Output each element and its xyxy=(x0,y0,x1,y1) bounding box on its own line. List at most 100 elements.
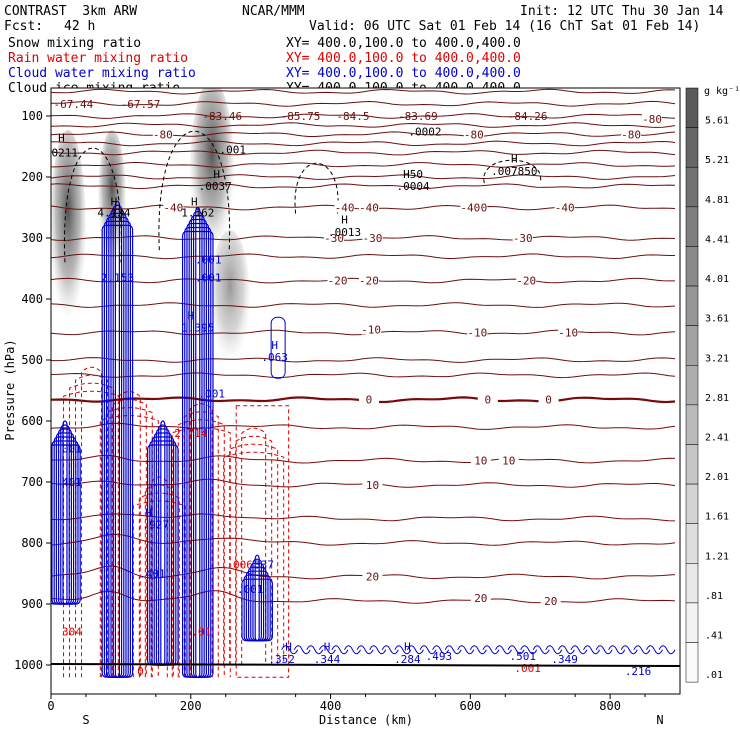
rain-contour xyxy=(105,407,153,678)
rain-contour xyxy=(81,366,103,678)
colorbar-label: .81 xyxy=(705,591,723,602)
isotherm-label: 20 xyxy=(366,571,379,584)
isotherm-label-bg xyxy=(470,453,491,466)
contour-marker: H xyxy=(213,168,220,181)
isotherm xyxy=(51,122,676,129)
contour-marker: H xyxy=(404,641,411,654)
contour-marker: .401 xyxy=(139,568,166,581)
contour-marker: 2.714 xyxy=(174,427,207,440)
rain-contour xyxy=(229,443,279,665)
colorbar-label: 2.01 xyxy=(705,472,729,483)
cloud-water-contour xyxy=(394,645,412,655)
colorbar-swatch xyxy=(685,563,699,604)
cloud-water-contour xyxy=(620,645,638,655)
cloud-water-contour xyxy=(646,645,663,655)
isotherm-label: 10 xyxy=(502,455,515,468)
x-tick-label: 800 xyxy=(599,699,621,713)
snow-plume-4 xyxy=(210,230,250,370)
contour-marker: .063 xyxy=(261,351,288,364)
colorbar-swatch xyxy=(685,206,699,247)
rain-contour xyxy=(241,427,267,665)
colorbar-swatch xyxy=(685,285,699,326)
contour-marker: .493 xyxy=(426,650,453,663)
isotherm xyxy=(51,161,676,168)
isotherm-label: 20 xyxy=(544,595,557,608)
extremum-label: -85.75 xyxy=(281,110,321,123)
contour-marker: H xyxy=(146,507,153,520)
y-axis-label: Pressure (hPa) xyxy=(3,339,17,440)
contour-marker: H xyxy=(191,195,198,208)
isotherm xyxy=(51,174,676,180)
contour-marker: H xyxy=(58,131,65,144)
extremum-label: -83.46 xyxy=(202,110,242,123)
isotherm-label: -20 xyxy=(359,275,379,288)
y-tick-label: 400 xyxy=(21,292,43,306)
contour-marker: .0037 xyxy=(199,180,232,193)
isotherm-label: -40 xyxy=(555,202,575,215)
isotherm-label-bg xyxy=(362,569,383,582)
isotherm-label: 20 xyxy=(474,592,487,605)
forecast-label: Fcst: xyxy=(4,19,44,34)
colorbar-label: 3.21 xyxy=(705,353,729,364)
cloud-water-contour xyxy=(520,645,538,655)
contour-marker: 4.134 xyxy=(97,206,130,219)
colorbar-swatch xyxy=(685,246,699,287)
isotherm-label: -20 xyxy=(516,275,536,288)
colorbar-label: 5.21 xyxy=(705,155,729,166)
contour-marker: H xyxy=(187,309,194,322)
isotherm-label: 0 xyxy=(366,394,373,407)
isotherm-label: -40 xyxy=(460,202,480,215)
rain-contour xyxy=(150,476,168,678)
cloud-water-contour xyxy=(570,645,588,655)
colorbar-label: 2.81 xyxy=(705,393,729,404)
colorbar-swatch xyxy=(685,523,699,564)
rain-contour xyxy=(177,419,225,678)
field-cloudwater-xsec: XY= 400.0,100.0 to 400.0,400.0 xyxy=(286,66,521,81)
cloud-water-contour xyxy=(381,645,399,655)
colorbar-label: 2.41 xyxy=(705,432,729,443)
colorbar-unit: g kg⁻¹ xyxy=(704,86,740,97)
contour-marker: 0 xyxy=(137,665,144,678)
isotherm-label: -30 xyxy=(513,232,533,245)
isotherm-label: -80 xyxy=(642,113,662,126)
x-axis-end-label: N xyxy=(656,713,663,727)
contour-marker: .001 xyxy=(237,583,264,596)
isotherm-label-bg xyxy=(358,200,379,213)
isotherm-label: -20 xyxy=(328,275,348,288)
contour-marker: .0013 xyxy=(328,226,361,239)
cloud-water-contour xyxy=(331,645,349,655)
isotherm-label: 0 xyxy=(484,394,491,407)
contour-marker: .001 xyxy=(514,662,541,675)
isotherm-label: -30 xyxy=(324,232,344,245)
cloud-water-contour xyxy=(356,645,374,655)
y-tick-label: 900 xyxy=(21,597,43,611)
isotherm-label-bg xyxy=(512,231,533,243)
isotherm-label: -40 xyxy=(359,202,379,215)
cloud-ice-contour xyxy=(483,159,541,184)
contour-marker: .284 xyxy=(394,653,421,666)
cloud-water-contour xyxy=(633,645,651,655)
colorbar-swatch xyxy=(685,365,699,406)
rain-contour xyxy=(235,435,273,665)
rain-contours xyxy=(63,366,290,678)
contour-marker: H xyxy=(511,153,518,166)
isotherm-label-bg xyxy=(642,112,663,125)
contour-marker: 1.395 xyxy=(181,322,214,335)
contour-marker: .337 xyxy=(247,558,274,571)
cloud-water-contour xyxy=(658,645,676,655)
cloud-water-contour xyxy=(432,645,450,655)
isotherm-label-bg xyxy=(334,200,355,213)
contour-marker: .001 xyxy=(198,388,225,401)
colorbar-swatch xyxy=(685,166,699,208)
cloud-water-contour xyxy=(406,645,424,655)
contour-marker: 1.162 xyxy=(181,206,214,219)
isotherm xyxy=(51,140,676,147)
x-tick-label: 400 xyxy=(320,699,342,713)
y-tick-label: 600 xyxy=(21,414,43,428)
contour-marker: .401 xyxy=(55,476,82,489)
contour-marker: H xyxy=(341,214,348,227)
isotherm-label-bg xyxy=(621,127,642,140)
colorbar-label: 5.61 xyxy=(705,116,729,127)
isotherm-label-bg xyxy=(467,325,488,338)
